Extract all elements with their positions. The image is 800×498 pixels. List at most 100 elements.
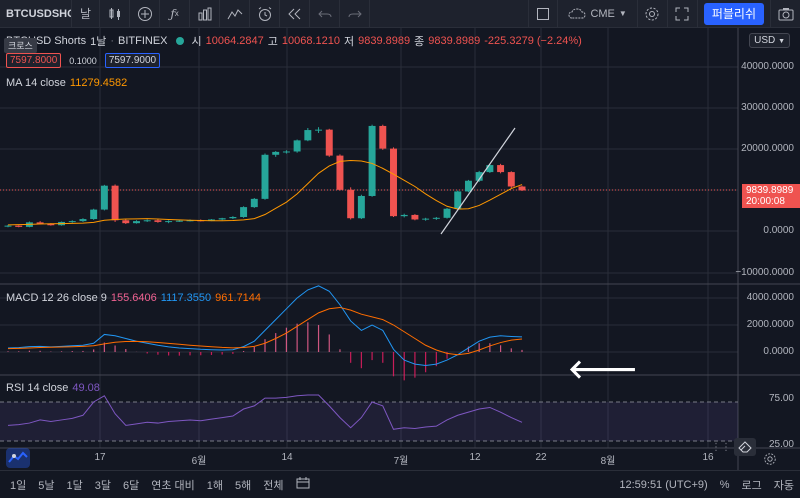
macd-axis-label: 2000.0000 [746, 319, 794, 330]
time-axis-label: 22 [535, 452, 547, 463]
candle-body [518, 186, 526, 191]
candle-body [250, 198, 258, 208]
time-axis-label: 12 [469, 452, 481, 463]
auto-toggle[interactable]: 자동 [773, 479, 794, 492]
undo-icon[interactable] [310, 0, 341, 28]
ask-price-box[interactable]: 7597.9000 [104, 53, 161, 68]
candle-body [90, 209, 98, 220]
chart-grid [0, 28, 738, 448]
arrow-left-icon: 🡐 [568, 354, 638, 384]
currency-select[interactable]: USD ▼ [749, 33, 790, 48]
currency-label: USD [754, 35, 776, 46]
timezone-clock[interactable]: 12:59:51 (UTC+9) [619, 478, 708, 491]
compare-plus-icon[interactable] [130, 0, 161, 28]
goto-date-icon[interactable] [290, 477, 316, 492]
range-all-button[interactable]: 전체 [263, 479, 284, 492]
range-1d-button[interactable]: 1일 [10, 479, 27, 492]
range-1y-button[interactable]: 1해 [206, 479, 224, 492]
replay-icon[interactable] [280, 0, 311, 28]
candle-body [111, 185, 119, 221]
candle-body [79, 219, 87, 222]
candle-body [175, 220, 183, 222]
rsi-series [7, 394, 523, 430]
high-value: 10068.1210 [281, 35, 341, 47]
rsi-legend[interactable]: RSI 14 close 49.08 [6, 382, 100, 394]
candle-body [336, 155, 344, 190]
time-axis[interactable]: 17 6월 14 7월 12 22 8월 16 [0, 448, 752, 468]
percent-toggle[interactable]: % [719, 478, 730, 491]
time-axis-label: 6월 [191, 456, 207, 467]
ma-line [7, 160, 523, 226]
templates-icon[interactable] [190, 0, 221, 28]
range-1m-button[interactable]: 1달 [66, 479, 83, 492]
chevron-down-icon: ▼ [618, 9, 627, 18]
tradingview-logo-icon[interactable] [6, 448, 30, 468]
macd-legend[interactable]: MACD 12 26 close 9 155.6406 1117.3550 96… [6, 292, 261, 304]
candles-icon[interactable] [100, 0, 131, 28]
publish-button[interactable]: 퍼블리쉬 [703, 2, 764, 25]
fullscreen-icon[interactable] [668, 0, 698, 28]
last-price-value: 9839.8989 [746, 185, 794, 196]
cme-cloud-button[interactable]: CME ▼ [558, 0, 638, 28]
chart-properties-icon[interactable] [220, 0, 251, 28]
alert-clock-icon[interactable] [250, 0, 281, 28]
redo-icon[interactable] [340, 0, 371, 28]
candle-body [315, 129, 323, 131]
chart-area[interactable]: BTCUSD Shorts 1날 · BITFINEX 시 10064.2847 … [0, 28, 800, 470]
settings-gear-icon[interactable] [638, 0, 668, 28]
chart-canvas[interactable] [0, 28, 800, 470]
close-label: 종 [414, 36, 425, 48]
candle-body [454, 191, 462, 209]
camera-icon[interactable] [770, 0, 800, 28]
candle-body [464, 180, 472, 192]
range-3m-button[interactable]: 3달 [94, 479, 111, 492]
chevron-down-icon: ▼ [778, 38, 785, 45]
symbol-search-button[interactable]: BTCUSDSHOR [0, 0, 72, 28]
candle-body [133, 221, 140, 224]
close-value: 9839.8989 [428, 35, 481, 47]
candle-body [272, 151, 280, 155]
layout-square-icon[interactable] [528, 0, 559, 28]
interval-button[interactable]: 날 [72, 0, 101, 28]
candle-body [379, 125, 387, 149]
cme-label: CME [590, 7, 615, 20]
candle-body [4, 225, 12, 227]
high-label: 고 [267, 36, 278, 48]
rsi-band [0, 402, 738, 441]
legend-interval: 1날 [90, 36, 107, 48]
macd-signal-value: 961.7144 [215, 292, 262, 304]
bid-price-box[interactable]: 7597.8000 [6, 53, 62, 68]
range-5y-button[interactable]: 5해 [235, 479, 252, 492]
main-legend[interactable]: BTCUSD Shorts 1날 · BITFINEX 시 10064.2847 … [6, 33, 582, 49]
candle-body [154, 220, 162, 222]
eraser-icon[interactable] [734, 438, 756, 456]
candle-body [422, 218, 430, 220]
candle-body [507, 172, 515, 187]
rsi-axis-label: 25.00 [768, 439, 794, 450]
ma-label: MA 14 close [6, 77, 66, 89]
candle-body [240, 207, 248, 217]
range-5d-button[interactable]: 5날 [38, 479, 55, 492]
candle-body [122, 220, 130, 224]
range-6m-button[interactable]: 6달 [123, 479, 140, 492]
candle-body [261, 154, 269, 199]
candle-body [293, 140, 301, 152]
macd-series [7, 285, 523, 381]
log-toggle[interactable]: 로그 [741, 479, 762, 492]
open-label: 시 [191, 36, 202, 48]
time-axis-label: 16 [702, 452, 714, 463]
chart-settings-icon[interactable] [763, 452, 777, 469]
trend-line-drawing[interactable] [440, 127, 516, 235]
macd-label: MACD 12 26 close 9 [6, 292, 107, 304]
candle-body [443, 208, 451, 218]
macd-signal-line [7, 306, 523, 356]
price-axis-label: 0.0000 [763, 225, 794, 236]
candle-body [282, 151, 290, 153]
ma-legend[interactable]: MA 14 close 11279.4582 [6, 77, 127, 89]
price-axis-label: 30000.0000 [741, 102, 794, 113]
time-axis-label: 17 [94, 452, 106, 463]
candle-body [304, 130, 312, 141]
range-ytd-button[interactable]: 연초 대비 [151, 479, 195, 492]
drag-handle-icon[interactable]: ⋮⋮ [711, 441, 731, 453]
